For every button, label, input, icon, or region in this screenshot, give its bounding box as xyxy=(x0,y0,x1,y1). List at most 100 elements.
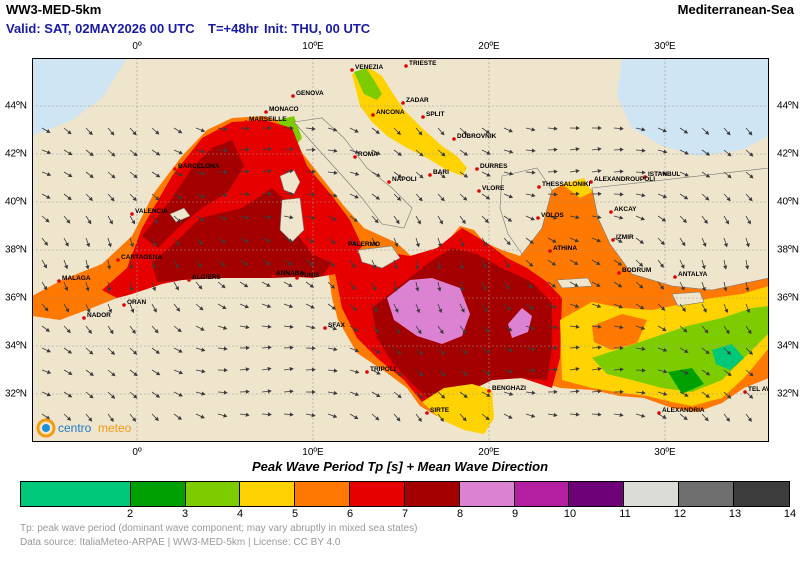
colorbar-tick-label: 14 xyxy=(783,508,797,520)
wave-arrowhead xyxy=(131,329,136,334)
wave-arrowhead xyxy=(245,389,250,394)
wave-arrowhead xyxy=(748,131,753,136)
wave-arrowhead xyxy=(619,389,624,394)
city-marker-icon xyxy=(187,278,191,282)
wave-arrowhead xyxy=(460,242,465,248)
wave-arrowhead xyxy=(175,286,179,291)
wave-arrowhead xyxy=(374,219,379,224)
wave-arrowhead xyxy=(133,372,138,377)
wave-arrowhead xyxy=(662,347,668,352)
wave-arrowhead xyxy=(129,265,134,270)
lat-label-right: 42ºN xyxy=(777,148,799,160)
wave-arrowhead xyxy=(639,305,645,310)
wave-arrowhead xyxy=(747,329,752,335)
wave-arrowhead xyxy=(267,168,272,174)
wave-arrowhead xyxy=(311,169,316,174)
wave-arrowhead xyxy=(88,130,93,136)
wave-arrowhead xyxy=(267,345,272,350)
wave-arrowhead xyxy=(243,283,249,288)
wave-arrowhead xyxy=(437,243,442,248)
wave-arrowhead xyxy=(619,412,624,418)
wave-arrowhead xyxy=(660,240,665,246)
turkey-land xyxy=(591,167,769,291)
wave-arrowhead xyxy=(87,219,92,225)
wave-arrowhead xyxy=(704,329,709,334)
wave-period-map: TRIESTE VENEZIA GENOVA ZADAR MONACO ANCONA MAR… xyxy=(32,58,769,442)
wave-arrowhead xyxy=(417,417,422,422)
wave-arrowhead xyxy=(311,126,316,131)
lon-label-top: 30ºE xyxy=(654,41,676,52)
wave-arrowhead xyxy=(311,413,316,418)
wave-arrowhead xyxy=(459,287,464,292)
wave-arrowhead xyxy=(85,287,90,292)
wave-arrowhead xyxy=(153,219,158,224)
wave-arrowhead xyxy=(309,283,315,288)
wave-arrowhead xyxy=(597,366,602,372)
wave-arrowhead xyxy=(619,215,624,220)
wave-arrowhead xyxy=(43,241,48,246)
wave-arrowhead xyxy=(417,329,422,335)
wave-arrowhead xyxy=(267,366,272,372)
wave-arrowhead xyxy=(288,261,293,266)
wave-arrowhead xyxy=(596,304,602,308)
city-marker-icon xyxy=(657,411,661,415)
wave-arrowhead xyxy=(575,366,580,372)
wave-arrowhead xyxy=(418,350,423,355)
lon-label-bottom: 30ºE xyxy=(654,447,676,458)
city-label: BODRUM xyxy=(622,267,651,274)
city-label: ANCONA xyxy=(376,109,405,116)
map-frame xyxy=(32,58,769,442)
wave-arrowhead xyxy=(266,282,271,287)
wave-arrowhead xyxy=(640,216,645,221)
wave-arrowhead xyxy=(332,326,338,331)
wave-arrowhead xyxy=(155,349,160,354)
city-marker-icon xyxy=(295,276,299,280)
wave-arrowhead xyxy=(289,367,294,372)
wave-arrowhead xyxy=(289,389,294,394)
wave-arrowhead xyxy=(267,389,272,394)
wave-arrowhead xyxy=(311,346,316,351)
wave-arrowhead xyxy=(705,196,710,201)
wave-arrowhead xyxy=(683,328,688,333)
wave-arrowhead xyxy=(397,371,403,376)
lon-label-top: 0º xyxy=(132,41,142,52)
wave-arrowhead xyxy=(508,414,513,419)
wave-arrowhead xyxy=(201,391,206,396)
wave-arrowhead xyxy=(459,265,464,270)
wave-arrowhead xyxy=(177,328,182,333)
wave-arrowhead xyxy=(267,147,272,152)
wave-arrowhead xyxy=(749,152,754,157)
wave-arrowhead xyxy=(463,173,469,178)
city-label: TUNIS xyxy=(300,272,320,279)
wave-arrowhead xyxy=(618,304,623,309)
wave-arrowhead xyxy=(574,238,580,243)
lon-label-top: 20ºE xyxy=(478,41,500,52)
city-label: TRIESTE xyxy=(409,60,437,67)
city-label: ZADAR xyxy=(406,97,429,104)
wave-arrowhead xyxy=(178,392,183,397)
wave-arrowhead xyxy=(552,238,557,243)
wave-arrowhead xyxy=(530,326,536,331)
wave-arrowhead xyxy=(597,215,602,220)
wave-arrowhead xyxy=(531,127,536,132)
wave-arrowhead xyxy=(175,241,180,247)
wave-arrowhead xyxy=(553,345,558,351)
wave-arrowhead xyxy=(596,261,601,265)
wave-arrowhead xyxy=(619,367,624,372)
wave-arrowhead xyxy=(619,345,624,351)
wave-arrowhead xyxy=(330,284,336,289)
wave-arrowhead xyxy=(68,371,73,375)
city-label: ATHINA xyxy=(553,245,577,252)
centro-meteo-logo: centro meteo xyxy=(36,418,132,438)
colorbar-swatch xyxy=(240,482,296,506)
wave-arrowhead xyxy=(705,393,710,398)
wave-arrowhead xyxy=(110,197,115,202)
colorbar-swatch xyxy=(624,482,680,506)
wave-arrowhead xyxy=(245,412,250,417)
wave-arrowhead xyxy=(244,304,250,309)
lat-label-left: 34ºN xyxy=(5,340,27,352)
lat-label-left: 36ºN xyxy=(5,292,27,304)
map-canvas: TRIESTE VENEZIA GENOVA ZADAR MONACO ANCONA MAR… xyxy=(32,58,769,442)
wave-arrowhead xyxy=(288,238,293,243)
wave-arrowhead xyxy=(531,193,536,198)
